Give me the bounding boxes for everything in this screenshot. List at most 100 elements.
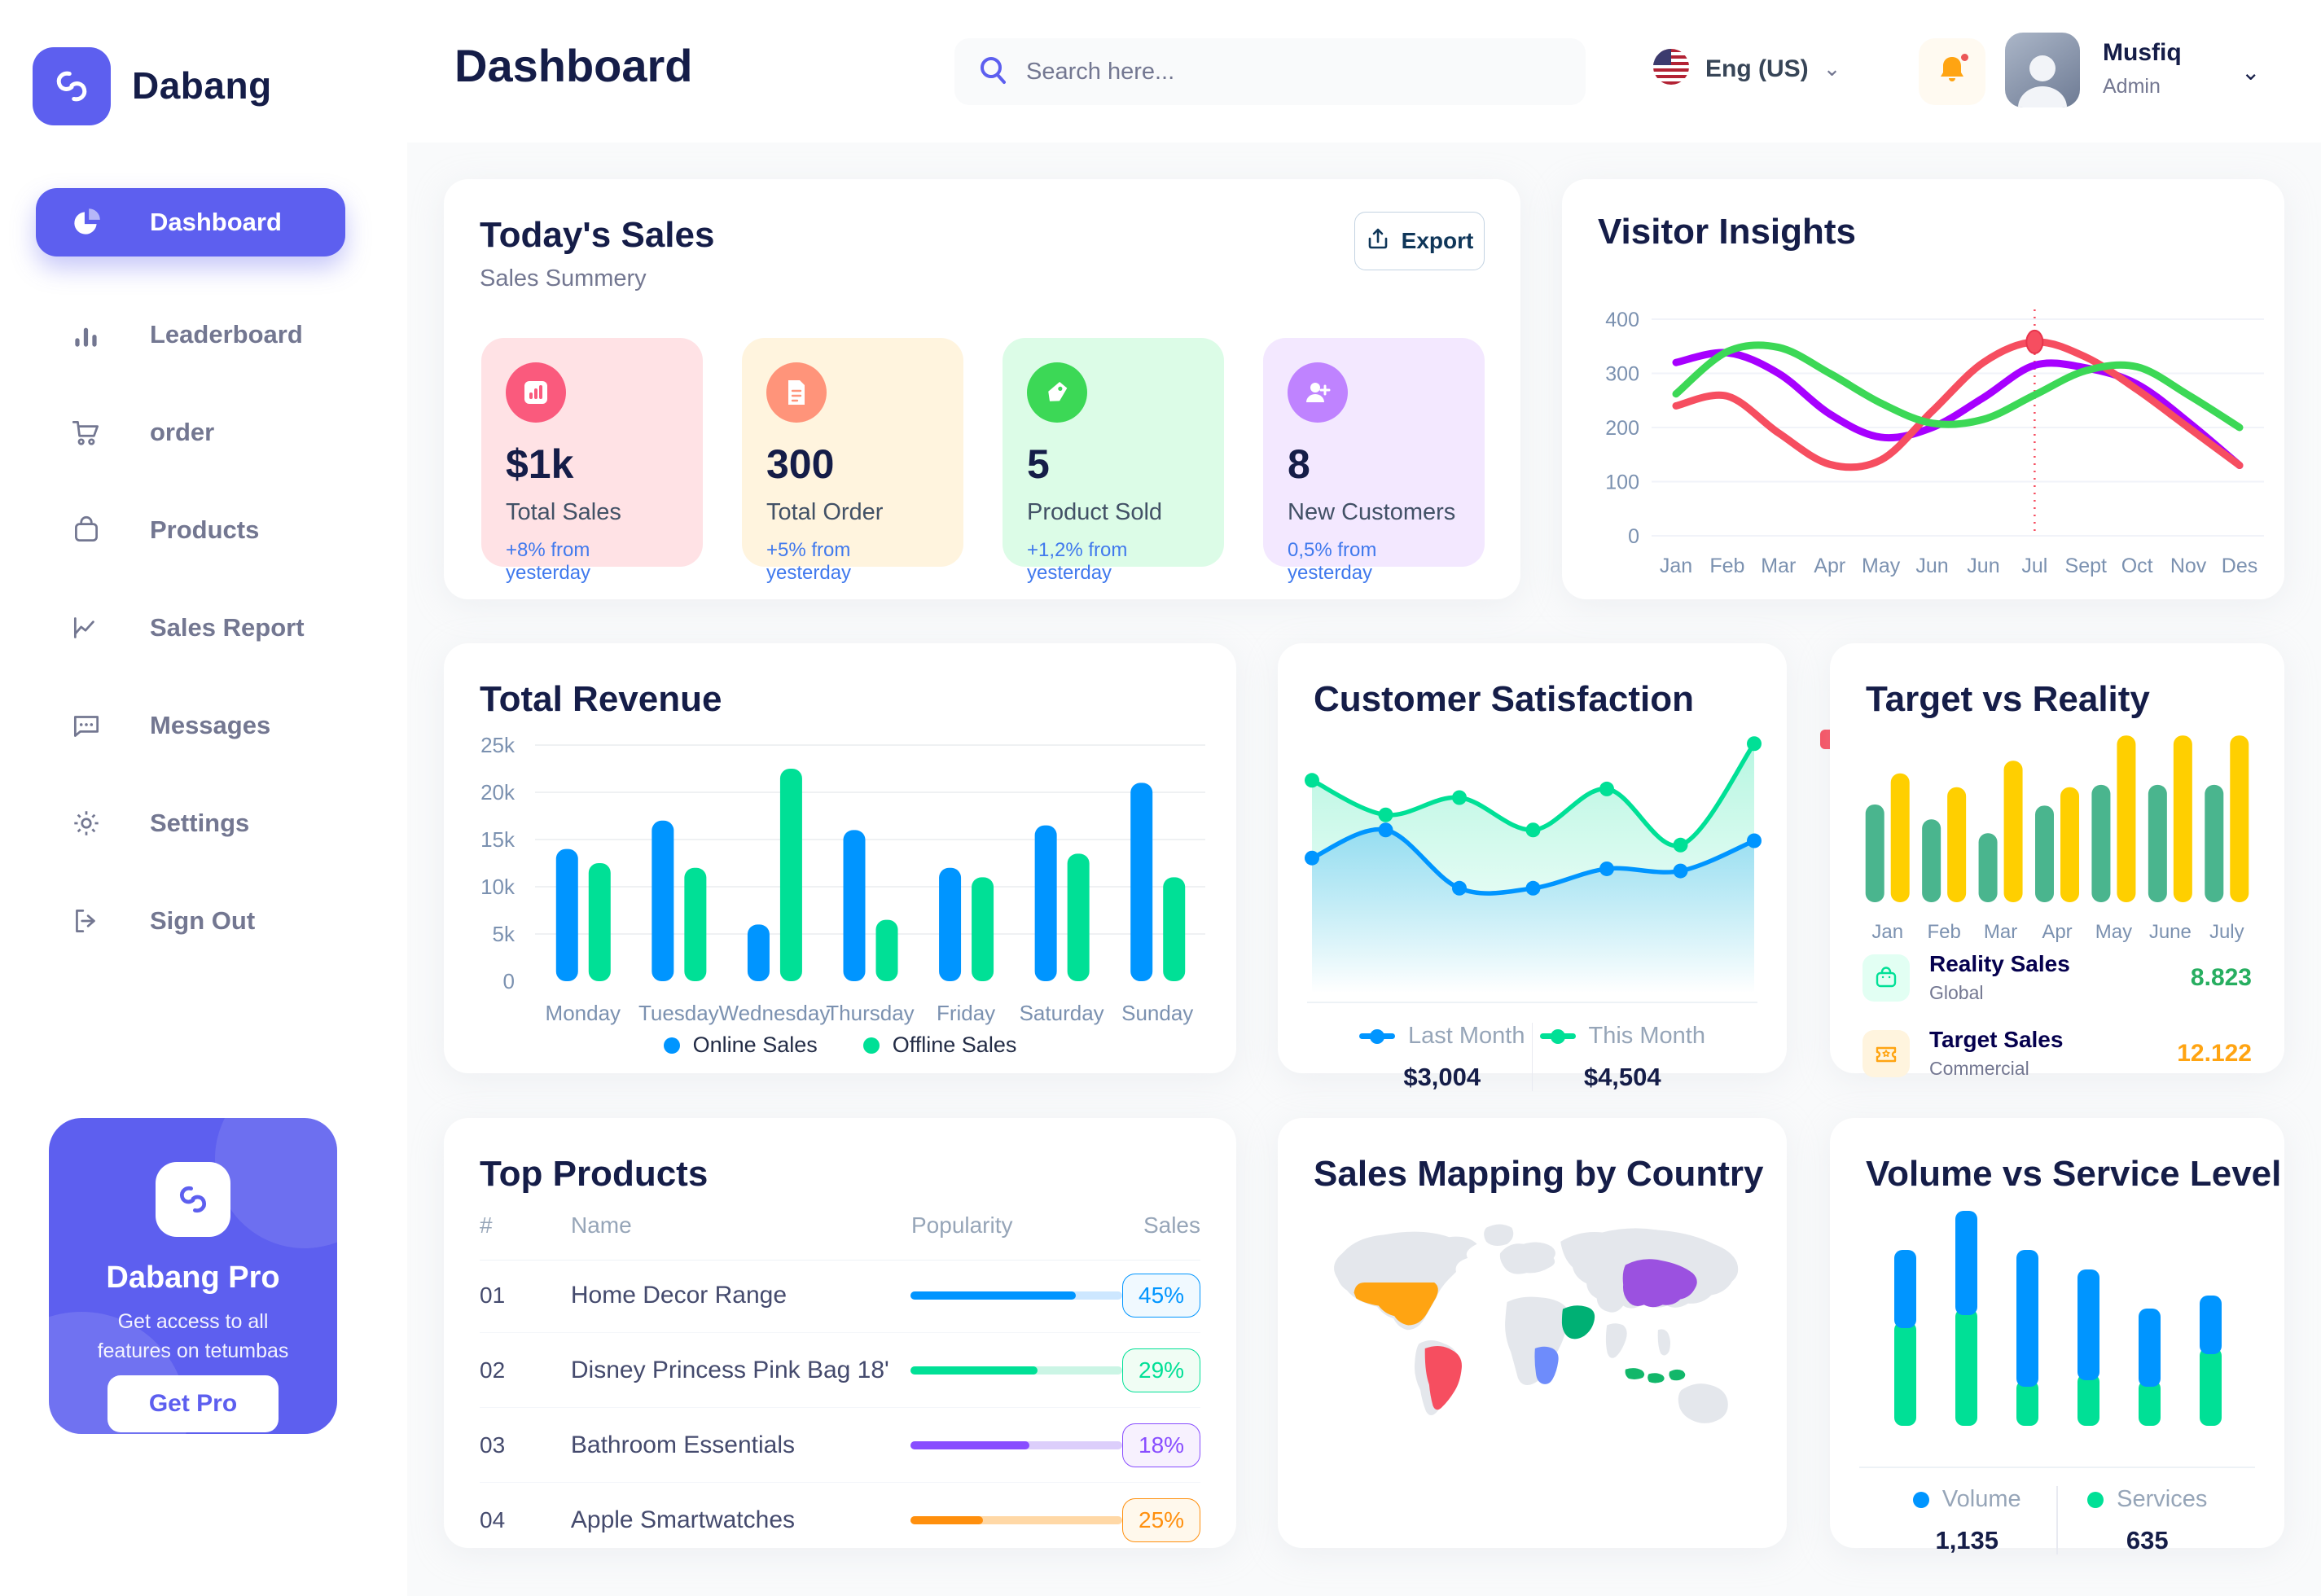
map-country-saudi-arabia[interactable] bbox=[1561, 1305, 1595, 1340]
map-country-indonesia[interactable] bbox=[1625, 1368, 1686, 1383]
total-revenue-title: Total Revenue bbox=[480, 679, 722, 719]
product-name: Disney Princess Pink Bag 18' bbox=[570, 1356, 889, 1383]
legend-label: Target Sales bbox=[1929, 1027, 2064, 1052]
chevron-down-icon: ⌄ bbox=[1823, 56, 1841, 81]
svg-text:Feb: Feb bbox=[1709, 555, 1744, 577]
volume-service-chart bbox=[1894, 1211, 2222, 1426]
svg-text:Jul: Jul bbox=[2021, 555, 2047, 577]
svg-text:200: 200 bbox=[1605, 417, 1639, 440]
legend-swatch bbox=[1912, 1491, 1929, 1508]
table-row: 04 Apple Smartwatches 25% bbox=[480, 1483, 1200, 1558]
stat-card-row: $1k Total Sales +8% from yesterday 300 Total… bbox=[481, 338, 1485, 584]
stat-label: Total Sales bbox=[506, 499, 621, 525]
pro-upgrade-card: Dabang Pro Get access to all features on… bbox=[49, 1118, 337, 1434]
svg-text:Jun: Jun bbox=[1915, 555, 1948, 577]
sales-badge: 45% bbox=[1122, 1273, 1200, 1318]
svg-text:10k: 10k bbox=[480, 875, 516, 899]
product-num: 01 bbox=[480, 1282, 506, 1308]
legend-value: 12.122 bbox=[2177, 1039, 2252, 1067]
stat-value: 8 bbox=[1288, 441, 1310, 487]
todays-sales-title: Today's Sales bbox=[480, 215, 715, 255]
bag-icon bbox=[68, 512, 104, 548]
stat-delta: +5% from yesterday bbox=[766, 539, 852, 584]
sidebar-item-sign-out[interactable]: Sign Out bbox=[0, 872, 407, 970]
stat-card-total-sales: $1k Total Sales +8% from yesterday bbox=[481, 338, 703, 584]
map-country-brazil[interactable] bbox=[1424, 1345, 1462, 1410]
svg-text:15k: 15k bbox=[480, 827, 516, 852]
sidebar-item-dashboard[interactable]: Dashboard bbox=[36, 188, 345, 256]
line-chart-icon bbox=[68, 610, 104, 646]
svg-text:0: 0 bbox=[1628, 525, 1639, 548]
legend-item-this-month: This Month $4,504 bbox=[1533, 1023, 1712, 1092]
sidebar-item-messages[interactable]: Messages bbox=[0, 677, 407, 774]
customer-satisfaction-title: Customer Satisfaction bbox=[1314, 679, 1694, 719]
legend-item: Online Sales bbox=[663, 1033, 818, 1058]
svg-text:May: May bbox=[1862, 555, 1901, 577]
legend-label: Services bbox=[2117, 1486, 2208, 1512]
search-input[interactable] bbox=[1026, 58, 1515, 86]
order-icon bbox=[766, 362, 827, 423]
ticket-icon bbox=[1863, 1029, 1910, 1077]
legend-swatch bbox=[1359, 1033, 1395, 1039]
stat-label: Product Sold bbox=[1027, 499, 1163, 525]
map-country-china[interactable] bbox=[1622, 1259, 1697, 1308]
product-name: Bathroom Essentials bbox=[570, 1431, 796, 1458]
pro-card-title: Dabang Pro bbox=[106, 1261, 280, 1295]
notification-badge bbox=[1959, 51, 1971, 64]
legend-item-volume: Volume 1,135 bbox=[1877, 1486, 2056, 1555]
get-pro-button[interactable]: Get Pro bbox=[107, 1375, 279, 1432]
map-country-dr-congo[interactable] bbox=[1534, 1346, 1559, 1384]
product-name: Apple Smartwatches bbox=[570, 1506, 796, 1533]
legend-item-last-month: Last Month $3,004 bbox=[1353, 1023, 1532, 1092]
map-country-united-states[interactable] bbox=[1354, 1282, 1438, 1326]
target-vs-reality-legend: Reality Sales Global 8.823 Target Sales Comm… bbox=[1863, 951, 2252, 1103]
export-button[interactable]: Export bbox=[1354, 212, 1485, 270]
legend-sublabel: Commercial bbox=[1929, 1058, 2029, 1079]
sidebar-item-leaderboard[interactable]: Leaderboard bbox=[0, 286, 407, 384]
world-map bbox=[1334, 1224, 1739, 1423]
svg-text:Oct: Oct bbox=[2121, 555, 2153, 577]
legend-label: Offline Sales bbox=[892, 1033, 1017, 1057]
sidebar-item-label: Sales Report bbox=[150, 613, 305, 642]
legend-value: $3,004 bbox=[1403, 1063, 1481, 1091]
sales-badge: 18% bbox=[1122, 1423, 1200, 1467]
language-label: Eng (US) bbox=[1705, 55, 1809, 82]
legend-label: This Month bbox=[1588, 1023, 1705, 1049]
popularity-bar bbox=[910, 1291, 1123, 1300]
stat-card-new-customers: 8 New Customers 0,5% from yesterday bbox=[1263, 338, 1485, 584]
avatar[interactable] bbox=[2005, 33, 2080, 107]
svg-text:May: May bbox=[2095, 921, 2132, 943]
svg-text:25k: 25k bbox=[480, 733, 516, 757]
popularity-bar bbox=[910, 1366, 1123, 1375]
notifications-button[interactable] bbox=[1919, 38, 1985, 105]
legend-swatch bbox=[1539, 1033, 1576, 1039]
cart-icon bbox=[68, 414, 104, 450]
sidebar-item-order[interactable]: order bbox=[0, 384, 407, 481]
stat-delta: +8% from yesterday bbox=[506, 539, 591, 584]
stat-delta: +1,2% from yesterday bbox=[1027, 539, 1128, 584]
bell-icon bbox=[1936, 54, 1968, 90]
svg-text:5k: 5k bbox=[493, 922, 516, 946]
search-icon bbox=[977, 54, 1010, 90]
divider bbox=[2056, 1486, 2058, 1554]
stat-delta: 0,5% from yesterday bbox=[1288, 539, 1377, 584]
export-icon bbox=[1366, 226, 1390, 256]
legend-sublabel: Global bbox=[1929, 982, 1984, 1003]
legend-label: Volume bbox=[1941, 1486, 2021, 1512]
sidebar-item-settings[interactable]: Settings bbox=[0, 774, 407, 872]
legend-label: Reality Sales bbox=[1929, 951, 2070, 976]
stat-label: New Customers bbox=[1288, 499, 1456, 525]
target-vs-reality-chart: Jan Feb Mar Apr May June July bbox=[1865, 735, 2249, 943]
visitor-insights-chart: 400 300 200 100 0 Jan Feb Mar Apr May Jun Jun Jul Sep… bbox=[1605, 309, 2264, 577]
sales-mapping-card: Sales Mapping by Country bbox=[1278, 1118, 1787, 1548]
todays-sales-card: Today's Sales Sales Summery Export $1k To… bbox=[444, 179, 1520, 599]
profile-chevron-icon[interactable]: ⌄ bbox=[2241, 59, 2261, 85]
svg-text:Jan: Jan bbox=[1660, 555, 1692, 577]
legend-item-reality-sales: Reality Sales Global 8.823 bbox=[1863, 951, 2252, 1004]
sidebar-item-sales-report[interactable]: Sales Report bbox=[0, 579, 407, 677]
search-bar[interactable] bbox=[954, 38, 1586, 105]
sidebar-item-products[interactable]: Products bbox=[0, 481, 407, 579]
svg-text:400: 400 bbox=[1605, 309, 1639, 331]
language-selector[interactable]: Eng (US) ⌄ bbox=[1652, 47, 1841, 90]
svg-text:100: 100 bbox=[1605, 471, 1639, 494]
